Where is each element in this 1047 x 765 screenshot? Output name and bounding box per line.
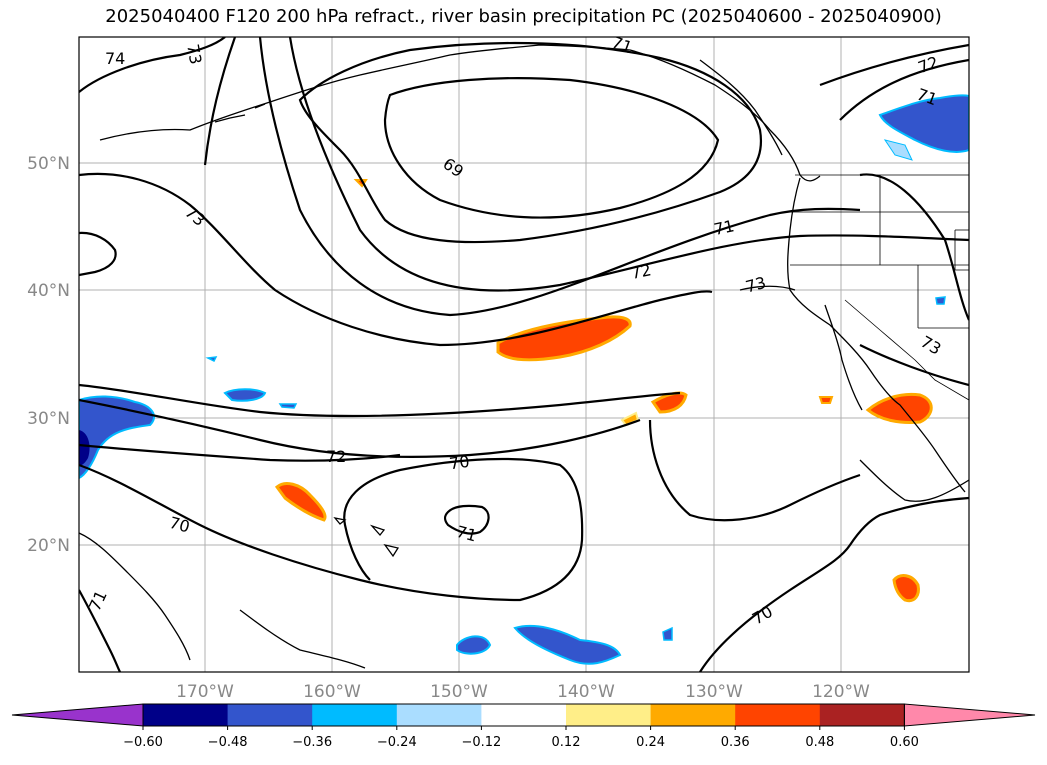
precip-negative-area <box>878 94 969 153</box>
contour-71 <box>699 496 969 672</box>
contour-label: 71 <box>609 32 635 57</box>
lat-label-20n: 20°N <box>27 536 70 556</box>
coastlines <box>79 44 969 669</box>
contour-71 <box>648 419 861 522</box>
precip-negative-area <box>883 139 913 161</box>
contour-74 <box>79 231 117 277</box>
colorbar-segment <box>143 704 229 726</box>
colorbar-tick-label: 0.60 <box>890 735 919 750</box>
colorbar-tick-label: −0.24 <box>377 735 417 750</box>
colorbar-extend-high <box>903 703 1036 727</box>
contour-73 <box>859 344 969 387</box>
precip-negative-area <box>278 403 298 409</box>
contour-72 <box>288 37 969 292</box>
longitude-labels: 170°W 160°W 150°W 140°W 130°W 120°W <box>176 682 870 702</box>
precip-positive-area <box>274 482 327 522</box>
contour-71 <box>79 457 584 602</box>
contour-71 <box>79 398 641 458</box>
political-borders <box>790 174 969 401</box>
contour-69 <box>383 77 720 219</box>
contour-label: 74 <box>105 49 125 68</box>
contour-label: 71 <box>454 522 479 546</box>
colorbar-segment <box>735 704 821 726</box>
colorbar-segment <box>566 704 652 726</box>
contour-label: 72 <box>629 260 653 283</box>
colorbar-segment <box>396 704 482 726</box>
contour-label: 73 <box>183 42 205 65</box>
map-frame <box>78 36 970 673</box>
contour-label: 73 <box>743 273 768 297</box>
contour-73 <box>859 173 969 321</box>
precip-negative-area <box>456 635 492 655</box>
precip-positive-area <box>650 391 688 414</box>
colorbar-tick-label: −0.12 <box>461 735 501 750</box>
contour-74 <box>79 37 226 93</box>
lon-label-170w: 170°W <box>176 682 234 702</box>
colorbar-tick-label: −0.36 <box>292 735 332 750</box>
lon-label-140w: 140°W <box>557 682 615 702</box>
contour-71 <box>258 37 861 317</box>
colorbar-segment <box>819 704 905 726</box>
precip-positive-area <box>818 396 834 404</box>
contour-72 <box>79 383 681 418</box>
precip-negative-area <box>662 626 673 641</box>
precip-positive-area <box>892 574 920 603</box>
lon-label-130w: 130°W <box>685 682 743 702</box>
contour-label: 70 <box>448 452 471 474</box>
contour-72 <box>203 37 237 166</box>
map-title: 2025040400 F120 200 hPa refract., river … <box>105 6 942 27</box>
contour-70 <box>79 589 121 672</box>
contour-label: 70 <box>167 513 192 537</box>
precip-negative-area <box>223 388 267 402</box>
precip-negative-core <box>79 430 90 466</box>
lat-label-50n: 50°N <box>27 154 70 174</box>
contour-72 <box>819 43 969 87</box>
lat-label-30n: 30°N <box>27 409 70 429</box>
refractivity-contours <box>79 37 969 672</box>
colorbar-tick-label: 0.24 <box>636 735 665 750</box>
contour-72 <box>79 443 401 462</box>
colorbar-tick-label: −0.60 <box>123 735 163 750</box>
colorbar-extend-low <box>11 703 144 727</box>
lon-label-150w: 150°W <box>430 682 488 702</box>
colorbar-tick-label: 0.36 <box>721 735 750 750</box>
precip-negative-area <box>79 395 155 480</box>
colorbar-tick-label: 0.48 <box>805 735 834 750</box>
contour-label: 71 <box>712 216 736 239</box>
precip-negative-area <box>513 624 622 665</box>
colorbar-segment <box>227 704 313 726</box>
precip-negative-area <box>935 296 946 305</box>
lon-label-120w: 120°W <box>812 682 870 702</box>
precip-negative-area <box>205 356 218 363</box>
colorbar-frame <box>142 703 905 727</box>
precipitation-shading <box>79 94 969 665</box>
colorbar-tick-label: 0.12 <box>552 735 581 750</box>
contour-70 <box>443 504 490 535</box>
contour-70 <box>298 41 763 244</box>
latitude-labels: 50°N 40°N 30°N 20°N <box>27 154 70 556</box>
lon-label-160w: 160°W <box>303 682 361 702</box>
contour-label: 72 <box>326 447 346 466</box>
colorbar-segment <box>481 704 567 726</box>
contour-71 <box>839 58 969 121</box>
precip-positive-area <box>496 315 632 362</box>
colorbar-tick-label: −0.48 <box>208 735 248 750</box>
colorbar-segment <box>312 704 398 726</box>
contour-73 <box>79 172 713 347</box>
colorbar-segment <box>650 704 736 726</box>
colorbar: −0.60 −0.48 −0.36 −0.24 −0.12 0.12 0.24 0.36 0.4… <box>11 703 1036 750</box>
lat-label-40n: 40°N <box>27 281 70 301</box>
